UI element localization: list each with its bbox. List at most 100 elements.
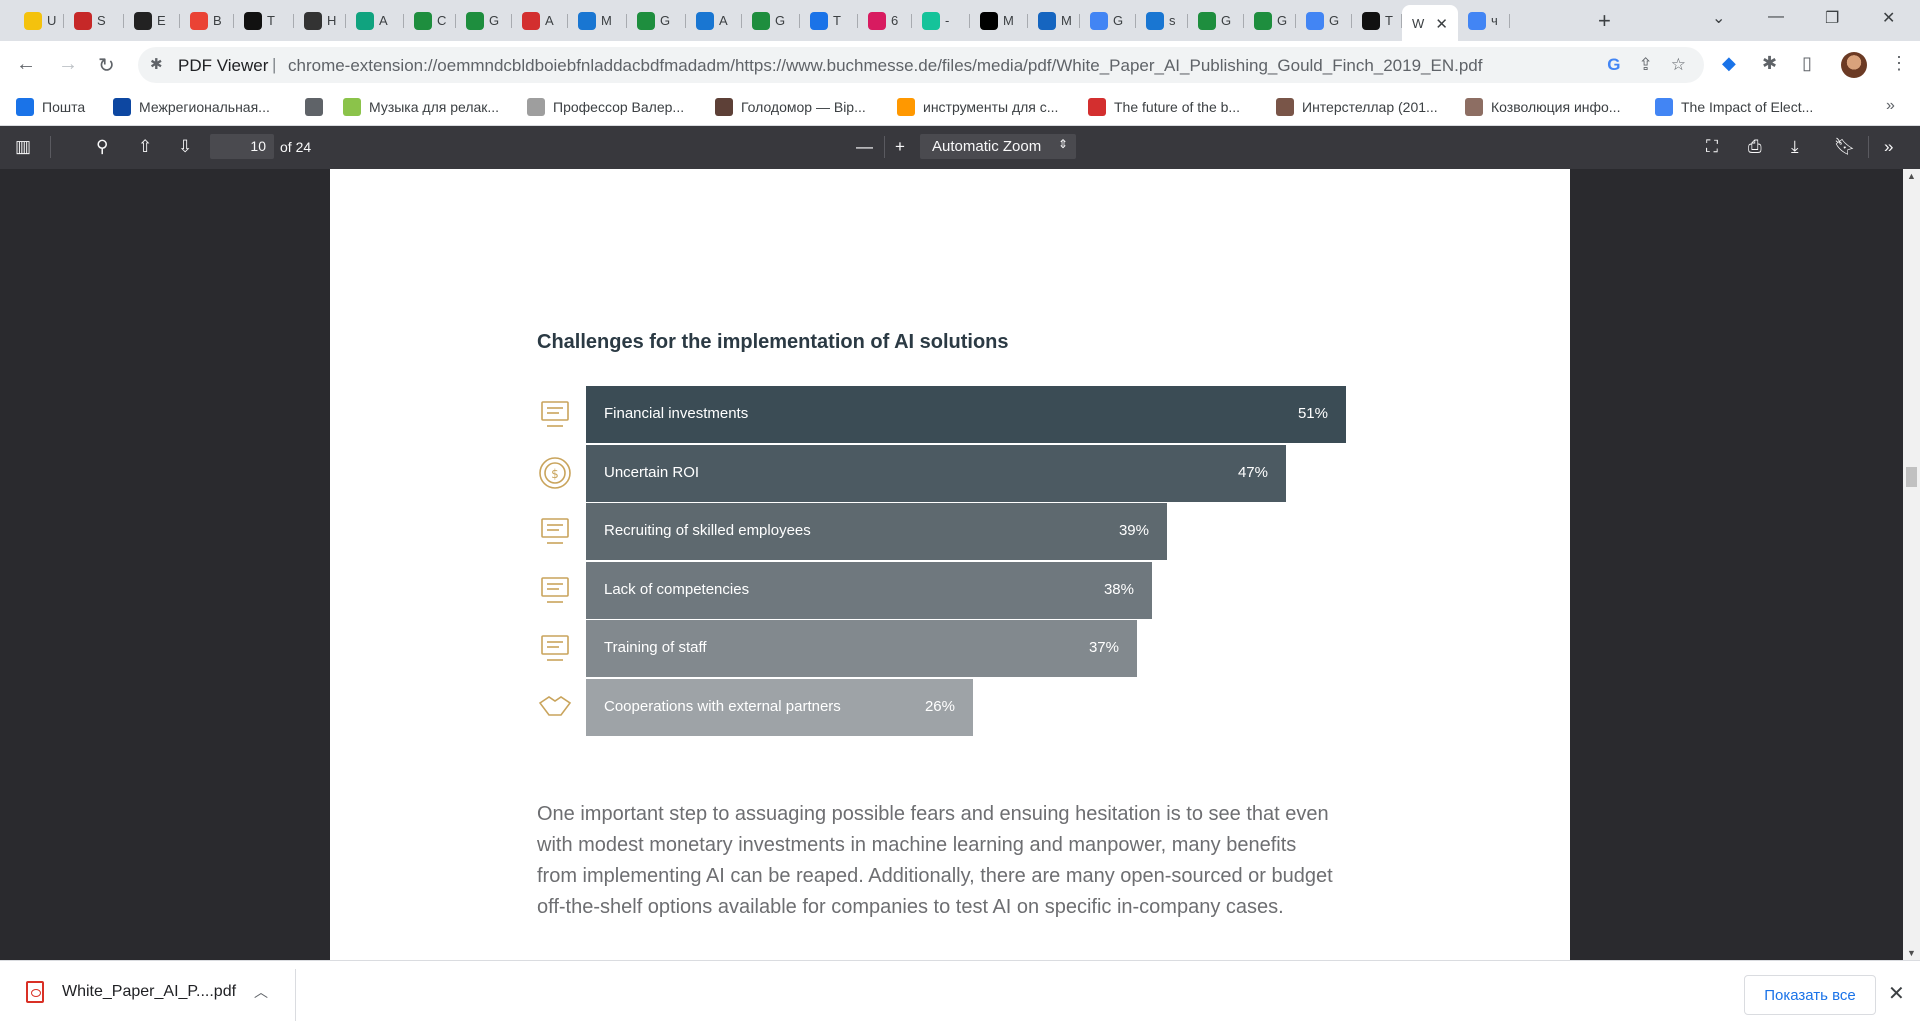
people-question-icon [537, 572, 573, 608]
close-download-bar-icon[interactable]: ✕ [1888, 983, 1905, 1005]
side-panel-icon[interactable]: ▯ [1802, 53, 1812, 73]
google-lens-icon[interactable]: G [1607, 55, 1621, 74]
presentation-icon [537, 630, 573, 666]
browser-tab[interactable]: C [404, 6, 456, 35]
tab-divider [1187, 14, 1188, 28]
tab-divider [179, 14, 180, 28]
find-icon[interactable]: ⚲ [96, 137, 109, 156]
bookmark-label: Музыка для релак... [369, 99, 500, 115]
browser-tab[interactable]: G [1188, 6, 1244, 35]
music-icon [343, 98, 361, 116]
vertical-scrollbar[interactable]: ▲ ▼ [1903, 169, 1920, 960]
download-item[interactable]: White_Paper_AI_P....pdf ︿ [26, 981, 268, 1003]
bookmark-star-icon[interactable]: ☆ [1670, 55, 1686, 74]
browser-tab[interactable]: G [1296, 6, 1352, 35]
show-all-button[interactable]: Показать все [1744, 975, 1876, 1015]
bookmark-item[interactable]: Межрегиональная... [113, 98, 270, 116]
pdf-viewer[interactable]: Challenges for the implementation of AI … [0, 169, 1920, 960]
browser-tab[interactable]: - [912, 6, 970, 35]
share-icon[interactable]: ⇪ [1638, 55, 1653, 74]
browser-tab[interactable]: T [800, 6, 858, 35]
browser-tab[interactable]: E [124, 6, 180, 35]
browser-tab[interactable]: U [14, 6, 64, 35]
bookmark-item[interactable]: Козволюция инфо... [1465, 98, 1620, 116]
zoom-select[interactable]: Automatic Zoom ⇕ [920, 134, 1076, 159]
browser-tab[interactable]: Н [294, 6, 346, 35]
browser-tab[interactable]: G [742, 6, 800, 35]
save-icon[interactable]: ⤓ [1791, 137, 1799, 156]
e-icon [1088, 98, 1106, 116]
bookmark-item[interactable]: Пошта [16, 98, 85, 116]
bookmark-item[interactable]: Музыка для релак... [343, 98, 499, 116]
zoom-out-icon[interactable]: — [856, 137, 873, 156]
bookmark-label: Пошта [42, 99, 86, 115]
extension-shield-icon[interactable]: ◆ [1722, 53, 1736, 73]
bookmark-item[interactable] [305, 98, 331, 116]
menu-kebab-icon[interactable]: ⋮ [1890, 53, 1908, 73]
browser-tab[interactable]: M [568, 6, 627, 35]
pdf-file-icon [26, 981, 44, 1003]
download-bar: White_Paper_AI_P....pdf ︿ Показать все ✕ [0, 960, 1920, 1030]
tab-divider [233, 14, 234, 28]
new-tab-button[interactable]: + [1598, 8, 1611, 33]
browser-tab[interactable]: G [1080, 6, 1136, 35]
browser-tab[interactable]: G [1244, 6, 1296, 35]
scroll-down-icon[interactable]: ▼ [1907, 948, 1916, 958]
next-page-icon[interactable]: ⇩ [178, 137, 193, 156]
tab-search-icon[interactable]: ⌄ [1712, 10, 1726, 27]
browser-tab[interactable]: ч [1458, 6, 1510, 35]
bookmark-item[interactable]: инструменты для с... [897, 98, 1058, 116]
tab-title: G [489, 13, 500, 28]
browser-tab[interactable]: M [1028, 6, 1080, 35]
minimize-button[interactable]: — [1768, 8, 1784, 25]
divider [50, 136, 51, 158]
bookmark-item[interactable]: Интерстеллар (201... [1276, 98, 1438, 116]
scrollbar-thumb[interactable] [1906, 467, 1917, 487]
scroll-up-icon[interactable]: ▲ [1907, 171, 1916, 181]
extensions-icon[interactable]: ✱ [1762, 53, 1778, 73]
bookmark-item[interactable]: The Impact of Elect... [1655, 98, 1813, 116]
bookmark-label: Голодомор — Вір... [741, 99, 866, 115]
page-number-input[interactable]: 10 [210, 134, 274, 159]
browser-tab[interactable]: G [627, 6, 686, 35]
bookmarks-overflow-icon[interactable]: » [1886, 97, 1895, 114]
close-tab-icon[interactable]: ✕ [1435, 16, 1448, 33]
yellow-circle-icon [24, 11, 42, 30]
address-bar[interactable]: ✱ PDF Viewer | chrome-extension://oemmnd… [138, 47, 1704, 83]
mountain-icon [1038, 11, 1056, 30]
bookmark-item[interactable]: The future of the b... [1088, 98, 1240, 116]
close-window-button[interactable]: ✕ [1882, 10, 1896, 27]
bookmark-item[interactable]: Профессор Валер... [527, 98, 684, 116]
select-arrows-icon: ⇕ [1057, 137, 1068, 151]
browser-tab[interactable]: A [512, 6, 568, 35]
browser-tab[interactable]: A [686, 6, 742, 35]
restore-button[interactable]: ❐ [1825, 10, 1840, 27]
browser-tab[interactable]: M [970, 6, 1028, 35]
browser-tab[interactable]: s [1136, 6, 1188, 35]
browser-tab[interactable]: W ✕ [1402, 5, 1458, 41]
url-text[interactable]: chrome-extension://oemmndcbldboiebfnladd… [288, 56, 1483, 75]
browser-tab[interactable]: 6 [858, 6, 912, 35]
previous-page-icon[interactable]: ⇧ [138, 137, 153, 156]
browser-tab[interactable]: G [456, 6, 512, 35]
browser-tab[interactable]: A [346, 6, 404, 35]
bookmark-item[interactable]: Голодомор — Вір... [715, 98, 866, 116]
reload-button[interactable]: ↻ [98, 55, 115, 77]
print-icon[interactable]: ⎙ [1748, 137, 1762, 156]
browser-tab[interactable]: S [64, 6, 124, 35]
browser-tab[interactable]: T [234, 6, 294, 35]
presentation-mode-icon[interactable]: ⛶ [1706, 137, 1718, 156]
browser-tab[interactable]: T [1352, 6, 1402, 35]
red-bars-icon [522, 11, 540, 30]
tools-menu-icon[interactable]: » [1884, 137, 1894, 156]
zoom-in-icon[interactable]: + [895, 137, 905, 156]
forward-button[interactable]: → [58, 53, 78, 75]
bookmark-icon[interactable]: 🔖︎ [1834, 137, 1856, 156]
tab-divider [1079, 14, 1080, 28]
pdf-toolbar: ▥ ⚲ ⇧ ⇩ 10 of 24 — + Automatic Zoom ⇕ ⛶ … [0, 126, 1920, 169]
browser-tab[interactable]: B [180, 6, 234, 35]
back-button[interactable]: ← [16, 53, 36, 75]
chevron-up-icon[interactable]: ︿ [254, 984, 269, 1000]
profile-avatar[interactable] [1841, 52, 1867, 78]
sidebar-toggle-icon[interactable]: ▥ [15, 137, 32, 156]
